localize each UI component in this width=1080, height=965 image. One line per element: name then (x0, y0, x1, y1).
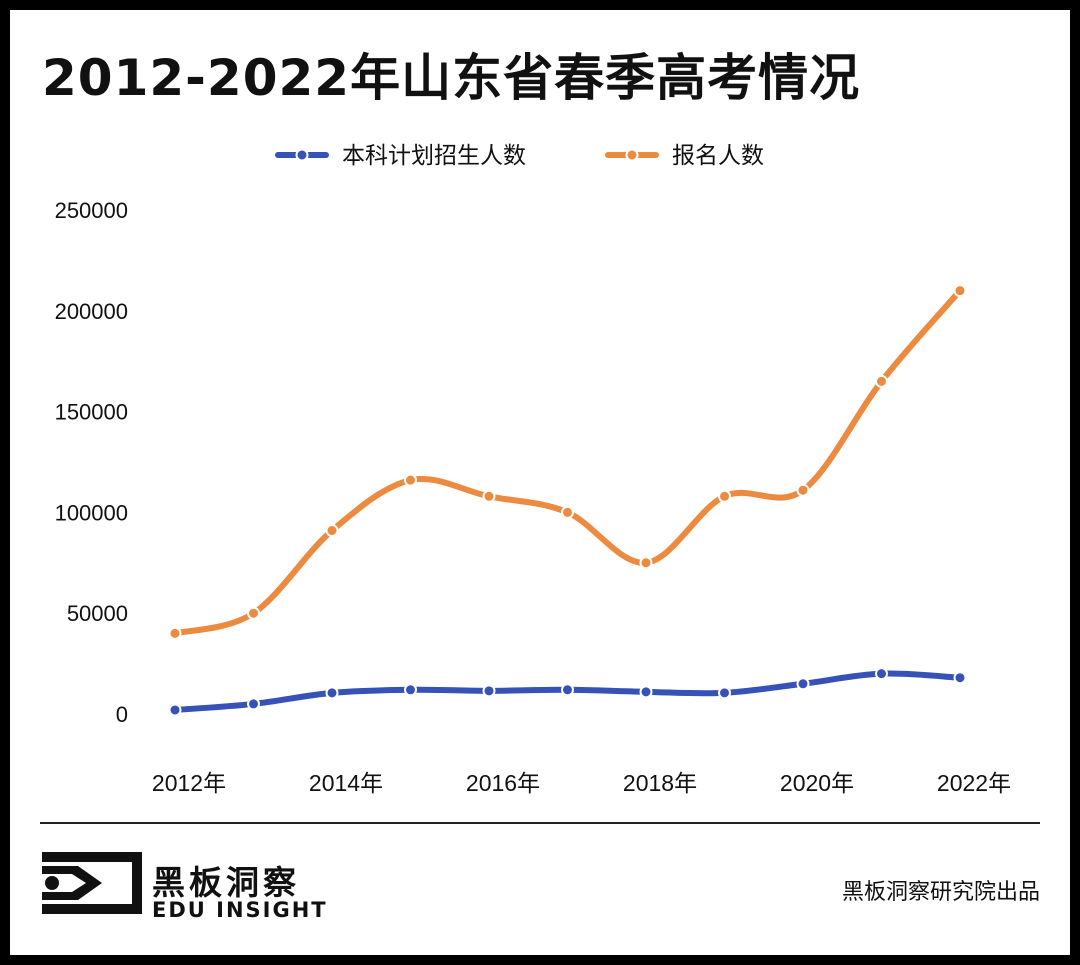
brand-name-cn: 黑板洞察 (152, 863, 300, 902)
line-chart: 本科计划招生人数 报名人数 0 50000 100000 150000 200000 250… (55, 143, 1012, 796)
x-tick-label: 2012年 (152, 770, 226, 796)
legend-marker (295, 148, 309, 162)
legend-item: 本科计划招生人数 (275, 143, 526, 169)
y-tick-label: 0 (116, 702, 128, 727)
data-point (325, 686, 339, 700)
x-tick-label: 2020年 (780, 770, 854, 796)
y-tick-label: 200000 (55, 299, 128, 324)
x-tick-label: 2014年 (309, 770, 383, 796)
data-point (561, 505, 574, 519)
data-point (875, 667, 888, 681)
data-point (639, 556, 653, 570)
data-point (953, 284, 967, 298)
data-point (325, 524, 339, 538)
data-point (953, 671, 967, 685)
brand-logo-icon (42, 852, 142, 914)
y-tick-label: 250000 (55, 198, 128, 223)
x-tick-label: 2022年 (937, 770, 1011, 796)
series-line (172, 287, 963, 637)
legend-marker (625, 148, 639, 162)
data-point (404, 683, 417, 697)
legend-label: 本科计划招生人数 (342, 143, 526, 169)
page-title: 2012-2022年山东省春季高考情况 (42, 49, 861, 107)
data-point (639, 685, 653, 699)
data-point (247, 606, 260, 620)
y-tick-label: 150000 (55, 400, 128, 425)
y-tick-label: 50000 (67, 601, 128, 626)
data-point (482, 489, 496, 503)
chart-legend: 本科计划招生人数 报名人数 (275, 143, 764, 169)
data-point (796, 483, 810, 497)
legend-label: 报名人数 (672, 143, 764, 169)
data-point (482, 684, 496, 698)
data-point (718, 686, 731, 700)
data-point (561, 683, 574, 697)
legend-item: 报名人数 (605, 143, 764, 169)
x-tick-label: 2016年 (466, 770, 540, 796)
footer-divider (40, 822, 1040, 824)
data-point (404, 473, 417, 487)
x-tick-label: 2018年 (623, 770, 697, 796)
series-layer (168, 284, 967, 717)
series-1 (168, 667, 967, 717)
data-point (168, 703, 182, 717)
x-axis: 2012年 2014年 2016年 2018年 2020年 2022年 (152, 770, 1011, 796)
series-2 (168, 284, 967, 640)
data-point (875, 374, 888, 388)
data-point (247, 697, 260, 711)
y-tick-label: 100000 (55, 500, 128, 525)
data-point (796, 677, 810, 691)
y-axis: 0 50000 100000 150000 200000 250000 (55, 198, 128, 727)
chart-card: 2012-2022年山东省春季高考情况 本科计划招生人数 报名人数 0 50000 1… (10, 10, 1070, 955)
credit-text: 黑板洞察研究院出品 (841, 880, 1040, 905)
brand-name-en: EDU INSIGHT (152, 898, 328, 922)
data-point (168, 626, 182, 640)
data-point (718, 489, 731, 503)
